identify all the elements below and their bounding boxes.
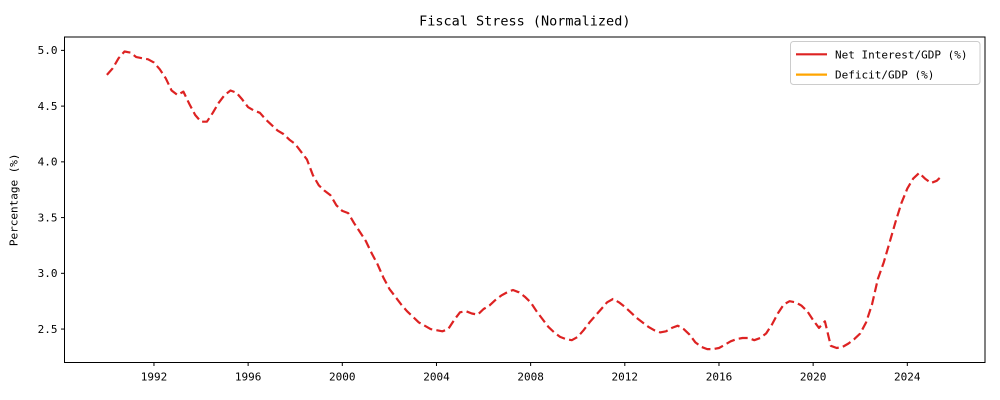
- legend-border: [790, 41, 981, 85]
- y-tick-label: 3.5: [38, 211, 58, 224]
- y-tick-label: 4.5: [38, 100, 58, 113]
- y-tick-label: 2.5: [38, 323, 58, 336]
- x-tick-label: 2004: [423, 371, 450, 384]
- y-tick-label: 5.0: [38, 44, 58, 57]
- x-tick-label: 2020: [800, 371, 827, 384]
- y-axis-label: Percentage (%): [8, 153, 21, 246]
- x-tick-label: 2016: [706, 371, 733, 384]
- chart-title: Fiscal Stress (Normalized): [419, 14, 630, 30]
- x-tick-label: 2024: [894, 371, 921, 384]
- x-tick-label: 2008: [517, 371, 544, 384]
- x-axis-ticks: 1992 1996 2000 2004 2008 2012 2016 2020 2024: [141, 362, 921, 384]
- legend: Net Interest/GDP (%) Deficit/GDP (%): [790, 41, 981, 85]
- y-axis-ticks: 2.5 3.0 3.5 4.0 4.5 5.0: [38, 44, 65, 336]
- data-series: [106, 50, 944, 351]
- x-tick-label: 1996: [235, 371, 262, 384]
- x-tick-label: 1992: [141, 371, 168, 384]
- legend-item-net-interest: Net Interest/GDP (%): [796, 48, 967, 61]
- x-tick-label: 2012: [612, 371, 639, 384]
- y-tick-label: 4.0: [38, 156, 58, 169]
- legend-label-deficit: Deficit/GDP (%): [835, 69, 934, 82]
- legend-label-net-interest: Net Interest/GDP (%): [835, 48, 967, 61]
- y-tick-label: 3.0: [38, 267, 58, 280]
- plot-area-border: [64, 36, 986, 363]
- legend-item-deficit: Deficit/GDP (%): [796, 69, 934, 82]
- net-interest-line: [106, 50, 944, 351]
- x-tick-label: 2000: [329, 371, 356, 384]
